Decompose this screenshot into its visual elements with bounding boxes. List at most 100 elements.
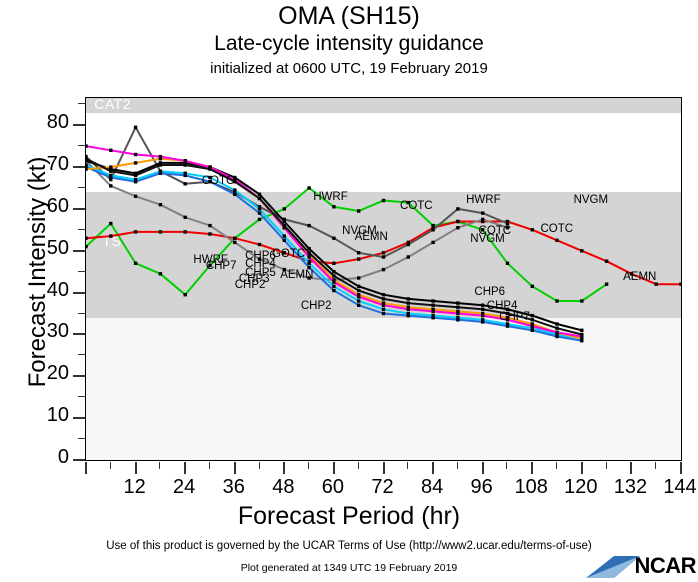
x-tick-132	[630, 462, 633, 474]
plot-area: CAT2 CAT1 TS NVGM NVGM NVGM AEMN AEMN AEMN HWRF H…	[85, 97, 682, 461]
curve-label-aemn: AEMN	[280, 268, 314, 281]
x-tick-108	[531, 462, 534, 474]
cluster-label-chp4: CHP4	[245, 258, 276, 271]
curve-label-cotc: COTC	[201, 174, 235, 187]
curve-label-cotc: COTC	[400, 199, 433, 212]
x-tick-minor-66	[357, 462, 359, 469]
curve-label-nvgm: NVGM	[342, 224, 377, 237]
x-tick-minor-18	[159, 462, 161, 469]
y-tick-minor-35	[78, 312, 85, 314]
x-tick-minor-126	[605, 462, 607, 469]
y-tick-80	[73, 124, 85, 127]
x-tick-minor-6	[109, 462, 111, 469]
y-tick-40	[73, 291, 85, 294]
x-tick-minor-42	[258, 462, 260, 469]
series-chp5	[86, 165, 584, 343]
cluster-label-chp3: CHP3	[238, 273, 270, 286]
x-tick-label-96: 96	[470, 476, 493, 498]
y-tick-10	[73, 417, 85, 420]
x-tick-minor-54	[308, 462, 310, 469]
y-tick-20	[73, 375, 85, 378]
series-gotc	[86, 159, 510, 282]
x-tick-84	[432, 462, 435, 474]
x-tick-label-12: 12	[123, 476, 146, 498]
x-tick-72	[382, 462, 385, 474]
y-tick-0	[73, 459, 85, 461]
y-tick-minor-5	[78, 438, 85, 440]
x-tick-minor-78	[407, 462, 409, 469]
y-tick-label-80: 80	[46, 111, 69, 134]
curve-label-cotc: COTC	[478, 224, 512, 237]
page-title: OMA (SH15)	[278, 2, 420, 30]
curve-label-nvgm: NVGM	[470, 233, 505, 246]
cluster-label-chp5: CHP5	[245, 266, 276, 279]
series-chp2	[86, 157, 584, 341]
y-tick-label-60: 60	[46, 194, 69, 217]
y-tick-label-30: 30	[46, 320, 69, 343]
y-tick-label-50: 50	[46, 236, 69, 259]
curve-label-hwrf: HWRF	[313, 191, 348, 204]
y-tick-minor-25	[78, 354, 85, 356]
series-chp3	[86, 157, 584, 337]
x-tick-60	[332, 462, 335, 474]
x-tick-label-120: 120	[564, 476, 598, 498]
y-tick-minor-75	[78, 145, 85, 147]
ncar-logo-text: NCAR	[634, 553, 696, 578]
curve-label-aemn: AEMN	[623, 270, 657, 283]
curve-label-hwrf: HWRF	[193, 254, 228, 267]
y-tick-label-40: 40	[46, 278, 69, 301]
x-tick-48	[283, 462, 286, 474]
x-tick-label-144: 144	[663, 476, 697, 498]
band-label-cat2: CAT2	[94, 97, 131, 112]
y-tick-label-70: 70	[46, 153, 69, 176]
series-nvgm	[86, 186, 609, 303]
curve-label-chp4: CHP4	[486, 300, 518, 313]
x-tick-label-108: 108	[514, 476, 548, 498]
page-subtitle: Late-cycle intensity guidance	[214, 32, 484, 55]
initialization-time: initialized at 0600 UTC, 19 February 201…	[210, 60, 488, 77]
cluster-label-chp6: CHP6	[245, 250, 276, 263]
y-tick-minor-45	[78, 270, 85, 272]
curve-label-gotc: GOTC	[271, 247, 306, 260]
y-tick-minor-85	[78, 103, 85, 105]
curve-label-cotc: COTC	[540, 222, 574, 235]
y-tick-label-0: 0	[57, 446, 69, 468]
x-tick-120	[580, 462, 583, 474]
y-tick-label-20: 20	[46, 362, 69, 385]
x-tick-label-48: 48	[272, 476, 295, 498]
y-tick-30	[73, 333, 85, 336]
y-tick-minor-55	[78, 228, 85, 230]
x-tick-minor-30	[208, 462, 210, 469]
x-tick-label-72: 72	[371, 476, 394, 498]
y-tick-minor-65	[78, 186, 85, 188]
ncar-swoosh-icon	[586, 556, 640, 578]
curve-label-chp2: CHP2	[300, 300, 332, 313]
x-tick-12	[134, 462, 137, 474]
series-aemn	[86, 219, 681, 286]
series-chp7	[86, 144, 584, 339]
curve-label-hwrf: HWRF	[466, 193, 501, 206]
band-cat2	[86, 98, 681, 113]
terms-of-use-text: Use of this product is governed by the U…	[106, 540, 592, 552]
x-tick-36	[233, 462, 236, 474]
curve-label-aemn: AEMN	[354, 231, 388, 244]
curve-label-chp7: CHP7	[205, 260, 237, 273]
band-cat1	[86, 112, 681, 193]
band-ts	[86, 192, 681, 318]
x-tick-minor-114	[556, 462, 558, 469]
x-axis-title: Forecast Period (hr)	[237, 502, 461, 530]
x-tick-minor-138	[655, 462, 657, 469]
y-tick-70	[73, 166, 85, 169]
plot-generated-text: Plot generated at 1349 UTC 19 February 2…	[240, 562, 458, 574]
x-tick-96	[481, 462, 484, 474]
y-tick-60	[73, 207, 85, 210]
x-tick-minor-102	[506, 462, 508, 469]
x-tick-0	[85, 462, 87, 474]
forecast-curves	[86, 125, 681, 343]
y-tick-minor-15	[78, 396, 85, 398]
curve-label-chp7: CHP7	[499, 310, 530, 323]
x-tick-label-84: 84	[420, 476, 444, 498]
x-tick-label-24: 24	[173, 476, 196, 498]
curve-label-nvgm: NVGM	[573, 193, 609, 206]
